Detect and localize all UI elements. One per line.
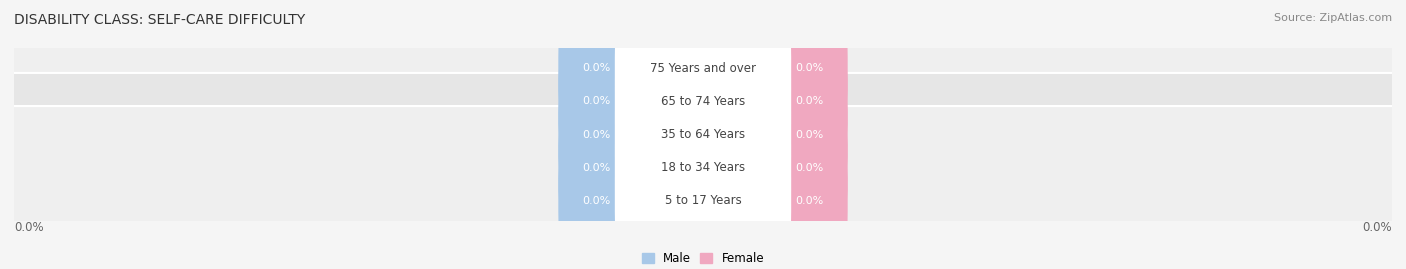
FancyBboxPatch shape [558, 107, 634, 228]
FancyBboxPatch shape [558, 74, 634, 195]
FancyBboxPatch shape [614, 31, 792, 172]
FancyBboxPatch shape [772, 107, 848, 228]
Text: Source: ZipAtlas.com: Source: ZipAtlas.com [1274, 13, 1392, 23]
Text: 18 to 34 Years: 18 to 34 Years [661, 161, 745, 174]
FancyBboxPatch shape [0, 73, 1406, 262]
Text: 0.0%: 0.0% [796, 196, 824, 206]
FancyBboxPatch shape [772, 41, 848, 162]
FancyBboxPatch shape [614, 97, 792, 238]
Text: 5 to 17 Years: 5 to 17 Years [665, 194, 741, 207]
FancyBboxPatch shape [0, 106, 1406, 269]
Text: 0.0%: 0.0% [796, 63, 824, 73]
Legend: Male, Female: Male, Female [637, 247, 769, 269]
Text: 0.0%: 0.0% [582, 63, 610, 73]
FancyBboxPatch shape [0, 40, 1406, 229]
Text: 0.0%: 0.0% [796, 162, 824, 173]
FancyBboxPatch shape [558, 140, 634, 261]
FancyBboxPatch shape [772, 140, 848, 261]
Text: 0.0%: 0.0% [582, 96, 610, 107]
FancyBboxPatch shape [558, 8, 634, 129]
FancyBboxPatch shape [0, 0, 1406, 163]
Text: 0.0%: 0.0% [582, 162, 610, 173]
Text: 0.0%: 0.0% [582, 129, 610, 140]
FancyBboxPatch shape [0, 7, 1406, 196]
FancyBboxPatch shape [772, 74, 848, 195]
Text: DISABILITY CLASS: SELF-CARE DIFFICULTY: DISABILITY CLASS: SELF-CARE DIFFICULTY [14, 13, 305, 27]
Text: 0.0%: 0.0% [582, 196, 610, 206]
Text: 0.0%: 0.0% [1362, 221, 1392, 233]
Text: 0.0%: 0.0% [796, 96, 824, 107]
Text: 0.0%: 0.0% [796, 129, 824, 140]
Text: 75 Years and over: 75 Years and over [650, 62, 756, 75]
FancyBboxPatch shape [614, 64, 792, 205]
FancyBboxPatch shape [614, 130, 792, 269]
FancyBboxPatch shape [772, 8, 848, 129]
FancyBboxPatch shape [614, 0, 792, 139]
Text: 35 to 64 Years: 35 to 64 Years [661, 128, 745, 141]
FancyBboxPatch shape [558, 41, 634, 162]
Text: 65 to 74 Years: 65 to 74 Years [661, 95, 745, 108]
Text: 0.0%: 0.0% [14, 221, 44, 233]
